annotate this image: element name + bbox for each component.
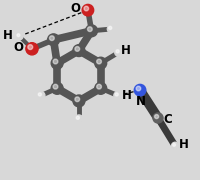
Circle shape (16, 33, 23, 40)
Circle shape (82, 4, 93, 16)
Circle shape (96, 59, 101, 64)
Circle shape (113, 92, 121, 100)
Text: H: H (120, 44, 130, 57)
Circle shape (76, 116, 79, 119)
Circle shape (85, 25, 97, 37)
Circle shape (75, 115, 82, 123)
Circle shape (171, 142, 178, 149)
Text: O: O (70, 2, 80, 15)
Circle shape (17, 34, 20, 37)
Circle shape (94, 57, 106, 69)
Circle shape (84, 6, 88, 11)
Circle shape (38, 93, 41, 96)
Circle shape (49, 36, 54, 40)
Circle shape (53, 59, 58, 64)
Text: H: H (178, 138, 188, 150)
Circle shape (37, 92, 45, 100)
Text: O: O (13, 41, 23, 54)
Circle shape (114, 48, 122, 56)
Text: H: H (3, 29, 13, 42)
Circle shape (53, 84, 58, 89)
Circle shape (172, 143, 175, 146)
Circle shape (75, 97, 79, 102)
Circle shape (26, 43, 38, 55)
Circle shape (87, 27, 92, 32)
Circle shape (107, 25, 115, 33)
Circle shape (51, 57, 63, 69)
Circle shape (152, 113, 162, 123)
Circle shape (73, 95, 84, 107)
Circle shape (47, 34, 59, 46)
Circle shape (96, 84, 101, 89)
Circle shape (154, 114, 158, 119)
Circle shape (115, 50, 119, 53)
Circle shape (108, 26, 111, 30)
Circle shape (115, 93, 118, 96)
Circle shape (73, 45, 84, 57)
Text: C: C (163, 113, 171, 126)
Circle shape (94, 82, 106, 94)
Circle shape (51, 82, 63, 94)
Circle shape (135, 86, 140, 91)
Circle shape (75, 47, 79, 51)
Text: N: N (135, 95, 145, 108)
Text: H: H (121, 89, 131, 102)
Circle shape (134, 84, 145, 96)
Circle shape (28, 45, 33, 50)
